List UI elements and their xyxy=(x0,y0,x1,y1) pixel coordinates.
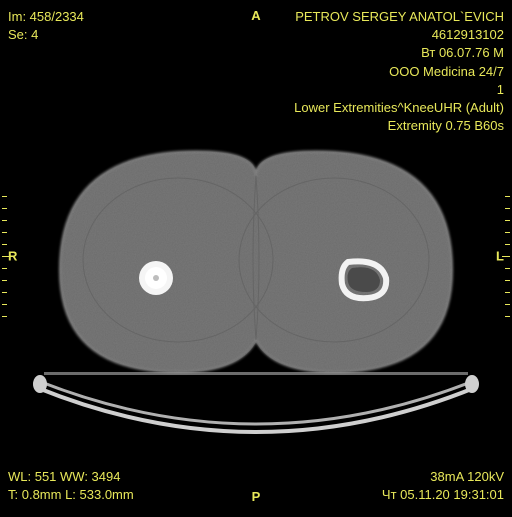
ruler-right xyxy=(504,196,510,316)
image-index: Im: 458/2334 xyxy=(8,8,84,26)
patient-id: 4612913102 xyxy=(294,26,504,44)
orientation-marker-anterior: A xyxy=(251,8,260,23)
ruler-left xyxy=(2,196,8,316)
protocol: Lower Extremities^KneeUHR (Adult) xyxy=(294,99,504,117)
slice-info: T: 0.8mm L: 533.0mm xyxy=(8,486,134,504)
study-number: 1 xyxy=(294,81,504,99)
info-top-right: PETROV SERGEY ANATOL`EVICH 4612913102 Вт… xyxy=(294,8,504,135)
patient-birth: Вт 06.07.76 M xyxy=(294,44,504,62)
info-bottom-right: 38mA 120kV Чт 05.11.20 19:31:01 xyxy=(382,468,504,504)
info-top-left: Im: 458/2334 Se: 4 xyxy=(8,8,84,44)
window-level: WL: 551 WW: 3494 xyxy=(8,468,134,486)
patient-name: PETROV SERGEY ANATOL`EVICH xyxy=(294,8,504,26)
recon: Extremity 0.75 B60s xyxy=(294,117,504,135)
acquisition-datetime: Чт 05.11.20 19:31:01 xyxy=(382,486,504,504)
series-number: Se: 4 xyxy=(8,26,84,44)
orientation-marker-posterior: P xyxy=(252,489,261,504)
exposure: 38mA 120kV xyxy=(382,468,504,486)
institution: OOO Medicina 24/7 xyxy=(294,63,504,81)
info-bottom-left: WL: 551 WW: 3494 T: 0.8mm L: 533.0mm xyxy=(8,468,134,504)
